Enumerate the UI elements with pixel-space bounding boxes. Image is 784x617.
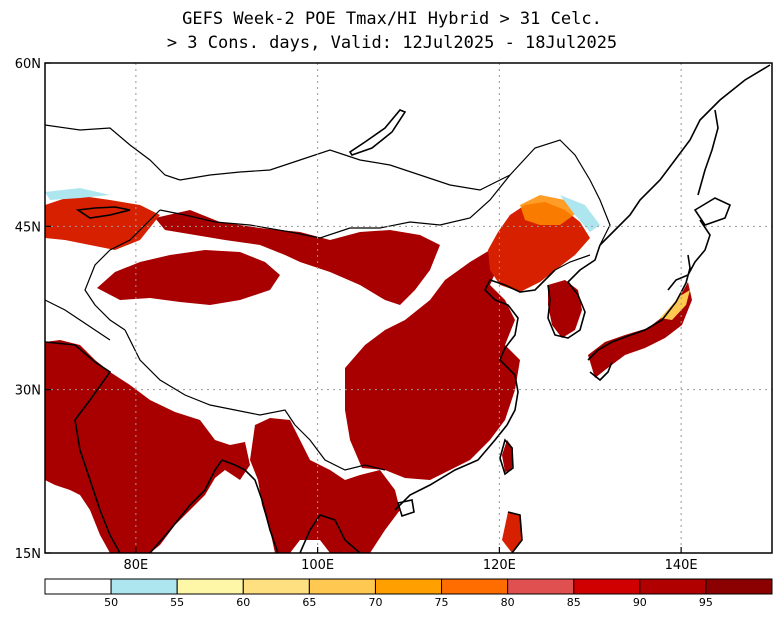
border-himalaya	[124, 329, 296, 426]
colorbar-swatch	[441, 578, 509, 595]
shade-korea	[548, 280, 582, 338]
shade-east-china	[345, 250, 520, 480]
chart-title-line1: GEFS Week-2 POE Tmax/HI Hybrid > 31 Celc…	[182, 9, 602, 29]
shade-light-ne	[560, 195, 600, 232]
coastlines	[45, 64, 771, 553]
coast-luzon	[507, 511, 523, 553]
gridlines	[45, 63, 772, 553]
colorbar-label: 90	[633, 596, 647, 609]
shade-light-kazakh	[45, 188, 110, 200]
colorbar-label: 85	[567, 596, 581, 609]
coast-china-east	[394, 269, 556, 511]
shade-india	[45, 340, 250, 553]
coast-russia-east	[599, 64, 771, 246]
colorbar-swatch	[573, 578, 641, 595]
colorbar-swatch	[308, 578, 376, 595]
colorbar-label: 75	[435, 596, 449, 609]
shade-japan	[588, 282, 692, 378]
colorbar-swatch	[176, 578, 244, 595]
coast-indochina	[299, 514, 361, 553]
x-tick-label: 120E	[483, 558, 516, 573]
shade-northeast	[488, 202, 590, 292]
shade-kazakh	[45, 195, 160, 250]
border-central-asia	[45, 299, 111, 341]
shade-luzon	[502, 512, 522, 553]
colorbar-swatch	[374, 578, 443, 595]
colorbar-label: 55	[170, 596, 184, 609]
colorbar-swatch	[639, 578, 707, 595]
y-tick-label: 60N	[15, 57, 41, 72]
colorbar-swatch	[705, 578, 773, 595]
border-korea-china	[554, 254, 591, 271]
probability-shading	[45, 188, 692, 553]
border-kazakh-russia	[45, 124, 181, 181]
coast-balkhash	[75, 206, 131, 219]
y-tick-label: 15N	[15, 547, 41, 562]
x-tick-label: 140E	[665, 558, 698, 573]
shade-indochina	[250, 418, 400, 553]
shade-taiwan	[502, 440, 513, 472]
colorbar-swatch	[110, 578, 178, 595]
colorbar-label: 50	[104, 596, 118, 609]
axes: 80E 100E 120E 140E 15N 30N 45N 60N	[15, 57, 698, 573]
border-mongolia-north	[179, 149, 511, 191]
coast-baikal	[348, 109, 407, 156]
shade-mongolia	[155, 210, 440, 305]
colorbar-swatch	[242, 578, 310, 595]
shade-edge-ne	[520, 195, 578, 225]
chart-title-line2: > 3 Cons. days, Valid: 12Jul2025 - 18Jul…	[166, 33, 618, 53]
map-frame	[44, 62, 773, 554]
coast-korea	[547, 244, 601, 339]
colorbar-label: 70	[368, 596, 382, 609]
coast-bay-bengal	[149, 459, 279, 553]
y-tick-label: 30N	[15, 384, 41, 399]
coast-hokkaido	[693, 197, 732, 226]
y-tick-label: 45N	[15, 220, 41, 235]
x-tick-label: 80E	[123, 558, 148, 573]
colorbar-label: 95	[699, 596, 713, 609]
border-se-asia	[294, 424, 386, 471]
colorbar-swatch	[507, 578, 575, 595]
coast-india	[45, 341, 121, 553]
shade-tarim	[97, 250, 280, 305]
colorbar-swatch	[44, 578, 112, 595]
border-china-west	[84, 209, 161, 331]
coast-sakhalin	[697, 109, 719, 196]
coast-hainan	[396, 499, 415, 518]
colorbar-label: 80	[501, 596, 515, 609]
coast-taiwan	[499, 438, 514, 476]
colorbar-label: 65	[302, 596, 316, 609]
x-tick-label: 100E	[301, 558, 334, 573]
colorbar-label: 60	[236, 596, 250, 609]
colorbar: 50 55 60 65 70 75 80 85 90 95	[44, 578, 773, 609]
coast-japan	[587, 219, 711, 382]
